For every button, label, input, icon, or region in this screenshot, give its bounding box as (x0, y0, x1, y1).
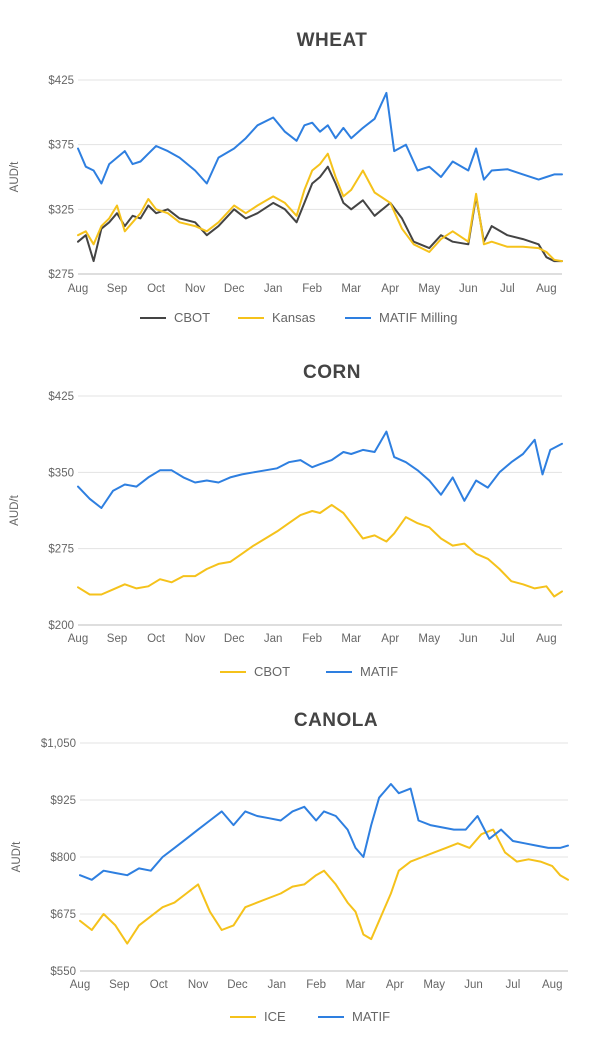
wheat-series-matif-milling-line (77, 91, 563, 185)
wheat-x-tick-label: Nov (185, 283, 206, 295)
wheat-x-tick-label: Jun (459, 283, 478, 295)
corn-chart-title: CORN (303, 362, 361, 383)
wheat-x-tick-label: Mar (341, 283, 361, 295)
canola-chart-title: CANOLA (294, 710, 378, 731)
wheat-x-tick-label: Sep (107, 283, 127, 295)
wheat-y-axis-label: AUD/t (9, 161, 21, 192)
canola-x-tick-label: Aug (542, 979, 562, 991)
wheat-x-tick-label: Apr (381, 283, 399, 295)
wheat-x-tick-label: Aug (68, 283, 88, 295)
corn-legend-cbot-label: CBOT (254, 664, 290, 679)
canola-x-tick-label: Feb (306, 979, 326, 991)
canola-y-axis-label: AUD/t (11, 841, 23, 872)
wheat-legend-kansas-label: Kansas (272, 310, 316, 325)
canola-y-tick-label: $1,050 (41, 738, 76, 750)
wheat-x-tick-label: Feb (302, 283, 322, 295)
wheat-legend-matif-milling-label: MATIF Milling (379, 310, 457, 325)
canola-x-tick-label: Aug (70, 979, 90, 991)
wheat-chart-title: WHEAT (297, 30, 368, 51)
corn-x-tick-label: Feb (302, 633, 322, 645)
wheat-y-tick-label: $375 (48, 140, 74, 152)
corn-x-tick-label: Apr (381, 633, 399, 645)
corn-x-tick-label: Dec (224, 633, 245, 645)
corn-y-tick-label: $425 (48, 391, 74, 403)
wheat-series-cbot-line (77, 165, 563, 263)
canola-legend-ice-label: ICE (264, 1009, 286, 1024)
wheat-x-tick-label: Dec (224, 283, 245, 295)
corn-x-tick-label: May (418, 633, 440, 645)
corn-y-axis-label: AUD/t (9, 494, 21, 525)
corn-y-tick-label: $350 (48, 467, 74, 479)
wheat-series-kansas-line (77, 152, 563, 263)
wheat-y-tick-label: $425 (48, 75, 74, 87)
corn-x-tick-label: Sep (107, 633, 127, 645)
canola-y-tick-label: $800 (50, 852, 76, 864)
canola-x-tick-label: May (423, 979, 445, 991)
corn-x-tick-label: Aug (536, 633, 556, 645)
canola-x-tick-label: Jul (506, 979, 521, 991)
wheat-y-tick-label: $275 (48, 269, 74, 281)
corn-x-tick-label: Jun (459, 633, 478, 645)
canola-x-tick-label: Dec (227, 979, 248, 991)
wheat-x-tick-label: May (418, 283, 440, 295)
canola-x-tick-label: Jun (464, 979, 483, 991)
wheat-x-tick-label: Oct (147, 283, 166, 295)
canola-x-tick-label: Oct (150, 979, 169, 991)
canola-series-ice-line (79, 828, 569, 945)
corn-series-matif-line (77, 430, 563, 509)
canola-legend-matif-label: MATIF (352, 1009, 390, 1024)
canola-y-tick-label: $550 (50, 966, 76, 978)
canola-series-matif-line (79, 783, 569, 881)
corn-x-tick-label: Jan (264, 633, 283, 645)
canola-x-tick-label: Jan (268, 979, 287, 991)
wheat-x-tick-label: Jan (264, 283, 283, 295)
canola-y-tick-label: $925 (50, 795, 76, 807)
corn-series-cbot-line (77, 503, 563, 598)
canola-y-tick-label: $675 (50, 909, 76, 921)
canola-x-tick-label: Sep (109, 979, 129, 991)
wheat-y-tick-label: $325 (48, 204, 74, 216)
wheat-legend-cbot-label: CBOT (174, 310, 210, 325)
corn-x-tick-label: Jul (500, 633, 515, 645)
corn-x-tick-label: Mar (341, 633, 361, 645)
corn-x-tick-label: Nov (185, 633, 206, 645)
corn-x-tick-label: Aug (68, 633, 88, 645)
wheat-x-tick-label: Aug (536, 283, 556, 295)
corn-x-tick-label: Oct (147, 633, 166, 645)
canola-x-tick-label: Apr (386, 979, 404, 991)
canola-x-tick-label: Nov (188, 979, 209, 991)
corn-legend-matif-label: MATIF (360, 664, 398, 679)
corn-y-tick-label: $200 (48, 620, 74, 632)
canola-x-tick-label: Mar (346, 979, 366, 991)
corn-y-tick-label: $275 (48, 544, 74, 556)
wheat-x-tick-label: Jul (500, 283, 515, 295)
